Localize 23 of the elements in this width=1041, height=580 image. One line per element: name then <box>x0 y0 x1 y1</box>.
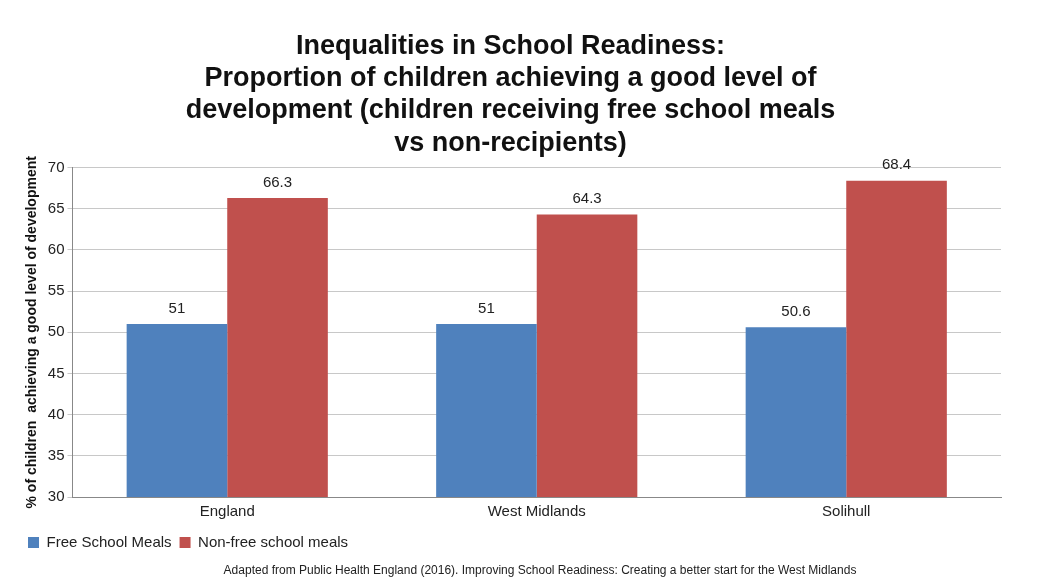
chart-title: Inequalities in School Readiness: Proportion of children achieving a good level of development (children receiving free school meals vs non-recipients) <box>185 29 836 157</box>
legend-label: Free School Meals <box>46 532 172 550</box>
y-tick-label: 70 <box>47 157 65 175</box>
y-tick-label: 65 <box>47 198 65 216</box>
y-tick-label: 60 <box>47 240 65 258</box>
y-tick-label: 35 <box>47 445 65 463</box>
y-tick-label: 30 <box>47 487 65 505</box>
x-tick-label: West Midlands <box>487 502 586 520</box>
data-label: 68.4 <box>881 155 912 173</box>
y-tick-label: 45 <box>47 363 65 381</box>
y-tick-label: 50 <box>47 322 65 340</box>
legend-label: Non-free school meals <box>198 532 349 550</box>
y-tick-label: 40 <box>47 404 65 422</box>
x-tick-label: Solihull <box>822 502 871 520</box>
y-axis-title: % of children achieving a good level of development <box>23 155 40 509</box>
data-label: 66.3 <box>262 172 293 190</box>
x-tick-label: England <box>199 502 255 520</box>
data-label: 50.6 <box>781 302 811 319</box>
data-label: 51 <box>168 298 186 316</box>
data-label: 64.3 <box>572 189 602 207</box>
y-tick-label: 55 <box>47 281 65 299</box>
data-label: 51 <box>478 298 495 316</box>
text: Adapted from Public Health England (2016). Improving School Readiness: Creating a better start for the West Midlands <box>223 563 857 578</box>
